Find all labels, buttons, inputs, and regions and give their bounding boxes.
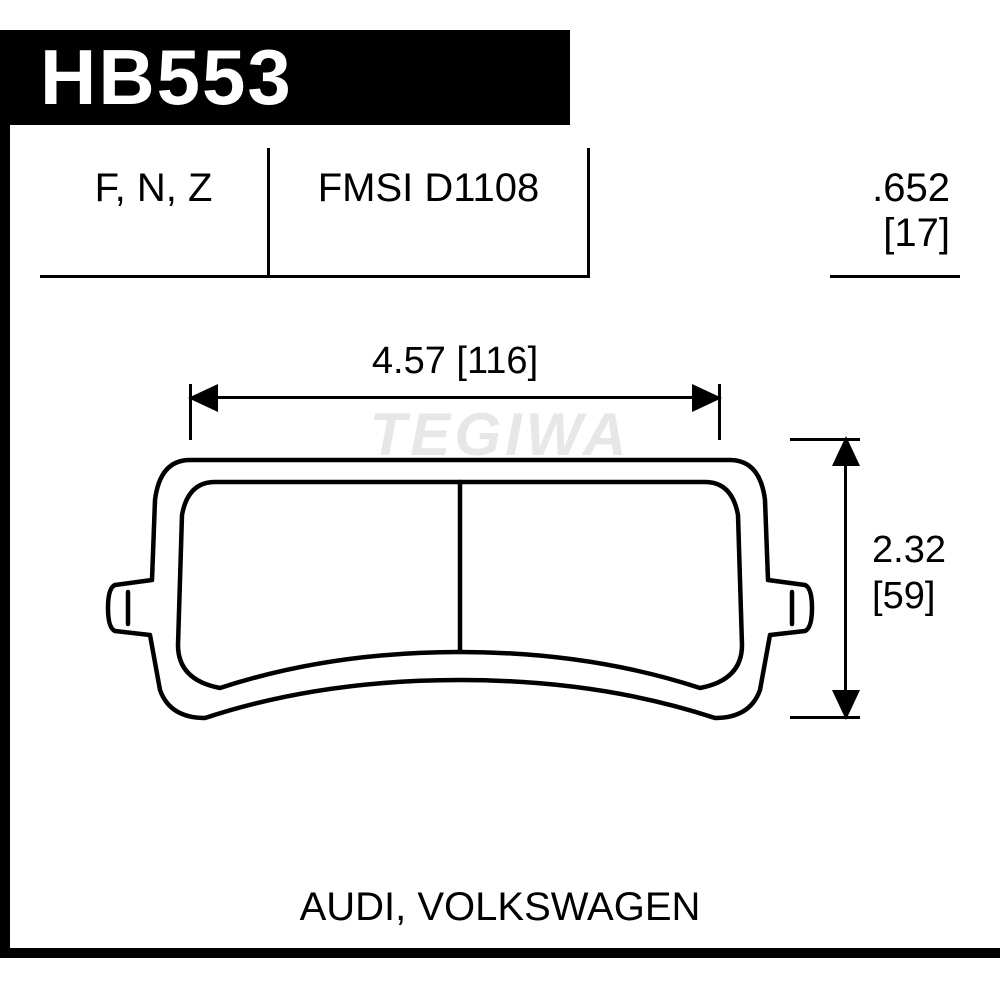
spec-row: F, N, Z FMSI D1108 .652 [17]	[40, 148, 960, 278]
header-bar: HB553	[0, 30, 570, 125]
height-dimension: 2.32 [59]	[830, 408, 960, 748]
height-ext-bottom	[790, 716, 860, 719]
spec-fmsi: FMSI D1108	[270, 148, 590, 278]
spec-compounds: F, N, Z	[40, 148, 270, 278]
width-dimension: 4.57 [116]	[190, 340, 720, 400]
width-arrow-line	[190, 396, 720, 399]
part-number: HB553	[40, 32, 293, 123]
brake-pad-diagram: 4.57 [116] 2.32 [59]	[40, 340, 960, 820]
width-mm: 116	[467, 340, 528, 382]
width-inches: 4.57	[372, 340, 446, 382]
height-arrow-line	[844, 438, 847, 718]
frame-bottom-border	[0, 948, 1000, 958]
height-mm: 59	[883, 575, 925, 617]
height-dim-label: 2.32 [59]	[872, 528, 946, 619]
fitment-label: AUDI, VOLKSWAGEN	[0, 885, 1000, 930]
brake-pad-outline	[100, 420, 820, 760]
width-dim-label: 4.57 [116]	[190, 340, 720, 383]
frame-left-border	[0, 125, 10, 958]
spec-thickness: .652 [17]	[830, 148, 960, 278]
height-inches: 2.32	[872, 529, 946, 571]
spec-spacer	[590, 148, 830, 278]
arrow-left-icon	[188, 384, 218, 412]
